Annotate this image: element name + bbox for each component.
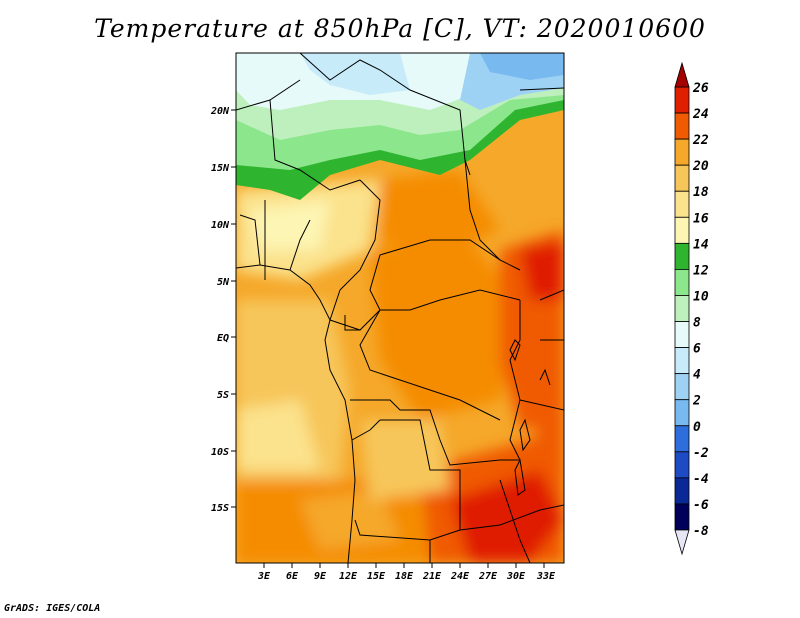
colorbar-segment [674, 190, 690, 218]
lat-label: 15S [211, 503, 229, 514]
lon-label: 9E [314, 571, 327, 582]
colorbar-segment [674, 164, 690, 192]
colorbar-label: 26 [692, 81, 709, 96]
colorbar-segment [674, 373, 690, 401]
colorbar-label: 24 [692, 107, 709, 122]
colorbar-label: -8 [693, 524, 709, 539]
colorbar-label: -4 [693, 472, 709, 487]
colorbar-segment [674, 425, 690, 453]
colorbar-segment [674, 138, 690, 166]
colorbar-label: 10 [693, 289, 709, 304]
colorbar-segment [674, 321, 690, 348]
colorbar-label: -2 [693, 446, 709, 461]
colorbar-label: -6 [693, 498, 709, 513]
lon-label: 21E [422, 571, 442, 582]
colorbar-segment [674, 503, 690, 531]
lon-label: 6E [286, 571, 299, 582]
colorbar-label: 22 [692, 133, 709, 148]
colorbar-label: 14 [693, 237, 709, 252]
colorbar-label: 18 [693, 185, 709, 200]
colorbar-label: 6 [693, 342, 701, 357]
colorbar-label: 12 [693, 263, 709, 278]
colorbar-top-arrow [674, 61, 690, 88]
lat-label: 5N [217, 277, 230, 288]
colorbar-segment [674, 216, 690, 244]
lat-label: 15N [211, 163, 230, 174]
temperature-field [236, 53, 564, 563]
lon-label: 24E [450, 571, 470, 582]
lon-label: 27E [478, 571, 498, 582]
lon-label: 3E [257, 571, 271, 582]
colorbar-segment [674, 477, 690, 505]
colorbar-segment [674, 399, 690, 427]
colorbar-label: 16 [693, 211, 709, 226]
lat-label: 20N [210, 106, 230, 117]
lon-label: 12E [339, 571, 358, 582]
colorbar-label: 2 [692, 394, 701, 409]
lon-label: 33E [536, 571, 556, 582]
country-borders [236, 53, 564, 563]
colorbar-segment [674, 242, 690, 270]
colorbar-segment [674, 269, 690, 296]
colorbar-label: 0 [693, 420, 701, 435]
colorbar-bottom-arrow [674, 529, 690, 556]
colorbar-segment [674, 86, 690, 114]
colorbar-label: 4 [693, 368, 701, 383]
map-title: Temperature at 850hPa [C], VT: 202001060… [94, 14, 706, 43]
lat-label: 10N [211, 220, 230, 231]
lat-label: 5S [217, 390, 229, 401]
colorbar-segment [674, 451, 690, 479]
colorbar-segment [674, 347, 690, 375]
lat-label: EQ [217, 333, 229, 344]
lat-tick-marks [231, 109, 236, 508]
lon-label: 18E [395, 571, 414, 582]
map-frame [235, 52, 565, 564]
lat-label: 10S [211, 447, 229, 458]
colorbar-label: 20 [692, 159, 709, 174]
colorbar-label: 8 [693, 316, 701, 331]
lon-tick-marks [263, 563, 545, 568]
colorbar-segment [674, 112, 690, 140]
colorbar-segment [674, 295, 690, 322]
credit-label: GrADS: IGES/COLA [4, 603, 101, 614]
lon-label: 30E [506, 571, 526, 582]
lon-label: 15E [367, 571, 386, 582]
